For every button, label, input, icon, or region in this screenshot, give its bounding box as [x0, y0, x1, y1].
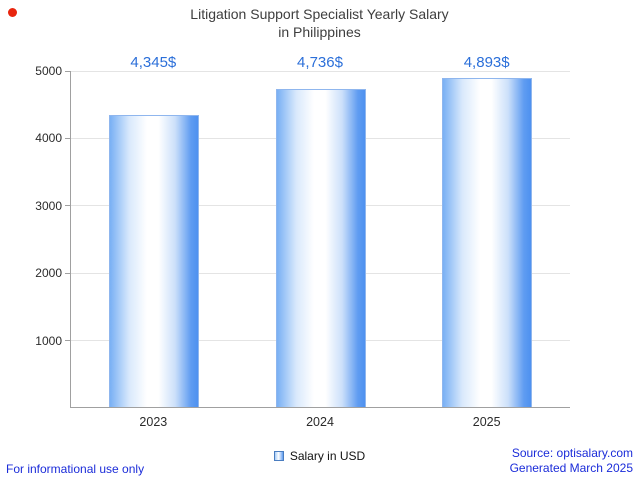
gridline [71, 71, 570, 72]
x-tick-label: 2024 [306, 415, 334, 429]
generated-date: Generated March 2025 [509, 461, 633, 475]
y-tick-label: 2000 [35, 266, 62, 281]
chart-title-line2: in Philippines [278, 23, 361, 40]
legend-swatch-icon [273, 451, 284, 461]
y-tick [65, 205, 71, 207]
y-tick-label: 1000 [35, 333, 62, 348]
footer-right: Source: optisalary.com Generated March 2… [510, 446, 633, 476]
y-tick-label: 4000 [35, 131, 62, 146]
bar-2025 [441, 78, 532, 407]
chart-title-line1: Litigation Support Specialist Yearly Sal… [190, 6, 449, 22]
legend: Salary in USD [0, 449, 639, 463]
y-tick [65, 272, 71, 274]
x-tick-label: 2023 [139, 415, 168, 429]
red-dot-indicator-icon [8, 8, 17, 17]
plot-area [65, 71, 570, 408]
disclaimer-text: For informational use only [6, 462, 145, 476]
y-tick-label: 3000 [35, 198, 62, 213]
legend-label: Salary in USD [289, 449, 366, 463]
value-label-row: 4,345$ 4,736$ 4,893$ [70, 54, 570, 74]
bar-value-label: 4,345$ [130, 54, 177, 71]
bar-value-label: 4,736$ [297, 54, 343, 71]
y-tick [65, 339, 71, 341]
x-tick-label: 2025 [472, 415, 501, 429]
x-axis-labels: 2023 2024 2025 [70, 415, 570, 431]
bar-2024 [275, 88, 366, 407]
bar-2023 [109, 115, 200, 407]
y-tick-label: 5000 [35, 64, 62, 78]
y-tick [65, 138, 71, 140]
y-axis-labels: 1000 2000 3000 4000 5000 [0, 64, 62, 408]
bar-value-label: 4,893$ [463, 54, 510, 71]
chart-title: Litigation Support Specialist Yearly Sal… [0, 6, 639, 41]
y-tick [65, 71, 71, 72]
source-link[interactable]: Source: optisalary.com [511, 446, 633, 460]
